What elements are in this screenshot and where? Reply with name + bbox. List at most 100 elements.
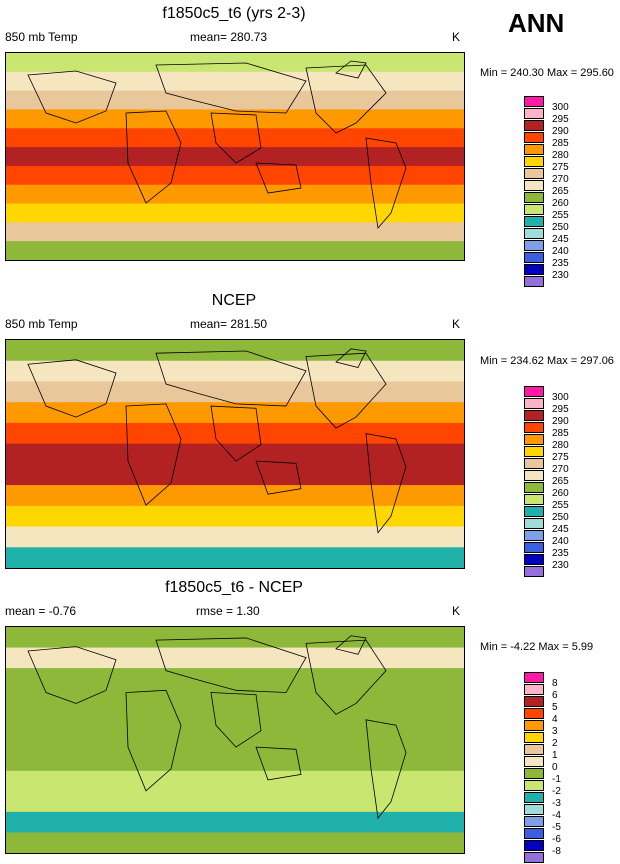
colorbar-tick-label: 285	[552, 428, 569, 439]
panel2-map	[5, 339, 465, 569]
colorbar-tick-label: 250	[552, 512, 569, 523]
colorbar-swatch	[524, 542, 544, 553]
panel1-mean-label: mean= 280.73	[190, 30, 268, 44]
latitude-band	[6, 647, 464, 669]
latitude-band	[6, 53, 464, 73]
colorbar-tick-label: 295	[552, 404, 569, 415]
panel1-map-plot	[6, 53, 464, 260]
colorbar-tick-label: 255	[552, 210, 569, 221]
colorbar-swatch	[524, 840, 544, 851]
latitude-band	[6, 222, 464, 242]
coastline	[256, 747, 301, 780]
colorbar-swatch	[524, 816, 544, 827]
colorbar-tick-label: 290	[552, 126, 569, 137]
coastline	[211, 406, 261, 461]
colorbar-tick-label: 4	[552, 714, 558, 725]
latitude-band	[6, 770, 464, 792]
latitude-band	[6, 422, 464, 445]
latitude-band	[6, 505, 464, 528]
colorbar-tick-label: -1	[552, 774, 561, 785]
coastline	[126, 404, 181, 505]
colorbar-swatch	[524, 204, 544, 215]
latitude-band	[6, 485, 464, 507]
colorbar-tick-label: 235	[552, 548, 569, 559]
latitude-band	[6, 791, 464, 813]
latitude-band	[6, 90, 464, 111]
latitude-band	[6, 750, 464, 772]
colorbar-swatch	[524, 156, 544, 167]
coastline	[156, 638, 306, 693]
panel3-units-label: K	[452, 604, 461, 618]
colorbar-swatch	[524, 252, 544, 263]
colorbar-swatch	[524, 672, 544, 683]
panel2-mean-label: mean= 281.50	[190, 317, 268, 331]
colorbar-tick-label: 260	[552, 198, 569, 209]
coastline	[126, 111, 181, 203]
colorbar-tick-label: -3	[552, 798, 561, 809]
colorbar-tick-label: 240	[552, 536, 569, 547]
colorbar-tick-label: 270	[552, 174, 569, 185]
colorbar-swatch	[524, 852, 544, 863]
panel1-map	[5, 52, 465, 261]
colorbar-tick-label: 2	[552, 738, 558, 749]
colorbar-swatch	[524, 240, 544, 251]
coastline	[366, 434, 406, 533]
latitude-band	[6, 627, 464, 649]
colorbar-swatch	[524, 470, 544, 481]
colorbar-swatch	[524, 756, 544, 767]
latitude-band	[6, 668, 464, 690]
coastline	[28, 71, 116, 123]
panel3-map-plot	[6, 627, 464, 853]
latitude-band	[6, 443, 464, 465]
latitude-band	[6, 526, 464, 548]
colorbar-tick-label: 250	[552, 222, 569, 233]
colorbar-swatch	[524, 482, 544, 493]
colorbar-swatch	[524, 828, 544, 839]
colorbar-tick-label: 245	[552, 524, 569, 535]
coastline	[336, 61, 366, 78]
latitude-band	[6, 241, 464, 260]
colorbar-swatch	[524, 792, 544, 803]
latitude-band	[6, 464, 464, 486]
colorbar-tick-label: 265	[552, 476, 569, 487]
panel3-colorbar: 8 6 5 4 3 2 1 0 -1 -2 -3 -4 -5 -6 -8	[524, 672, 561, 864]
panel2-minmax-label: Min = 234.62 Max = 297.06	[480, 355, 614, 367]
colorbar-tick-label: 6	[552, 690, 558, 701]
coastline	[211, 113, 261, 163]
coastline	[336, 349, 366, 368]
colorbar-swatch	[524, 228, 544, 239]
colorbar-swatch	[524, 264, 544, 275]
colorbar-tick-label: -8	[552, 846, 561, 857]
colorbar-swatch	[524, 434, 544, 445]
colorbar-swatch	[524, 180, 544, 191]
colorbar-tick-label: 235	[552, 258, 569, 269]
latitude-band	[6, 832, 464, 853]
colorbar-tick-label: 3	[552, 726, 558, 737]
colorbar-swatch	[524, 216, 544, 227]
colorbar-tick-label: 0	[552, 762, 558, 773]
colorbar-tick-label: 285	[552, 138, 569, 149]
colorbar-swatch	[524, 684, 544, 695]
latitude-band	[6, 547, 464, 568]
coastline	[306, 640, 386, 714]
colorbar-tick-label: 245	[552, 234, 569, 245]
latitude-band	[6, 128, 464, 148]
colorbar-swatch	[524, 422, 544, 433]
coastline	[256, 163, 301, 193]
colorbar-tick-label: 300	[552, 102, 569, 113]
panel2-title: NCEP	[211, 292, 257, 309]
colorbar-swatch	[524, 780, 544, 791]
colorbar-swatch	[524, 506, 544, 517]
colorbar-swatch	[524, 518, 544, 529]
latitude-band	[6, 203, 464, 223]
colorbar-tick-label: 295	[552, 114, 569, 125]
colorbar-swatch	[524, 446, 544, 457]
colorbar-swatch	[524, 696, 544, 707]
colorbar-tick-label: 270	[552, 464, 569, 475]
coastline	[256, 461, 301, 494]
colorbar-swatch	[524, 458, 544, 469]
latitude-band	[6, 729, 464, 751]
colorbar-swatch	[524, 530, 544, 541]
colorbar-swatch	[524, 744, 544, 755]
colorbar-swatch	[524, 732, 544, 743]
